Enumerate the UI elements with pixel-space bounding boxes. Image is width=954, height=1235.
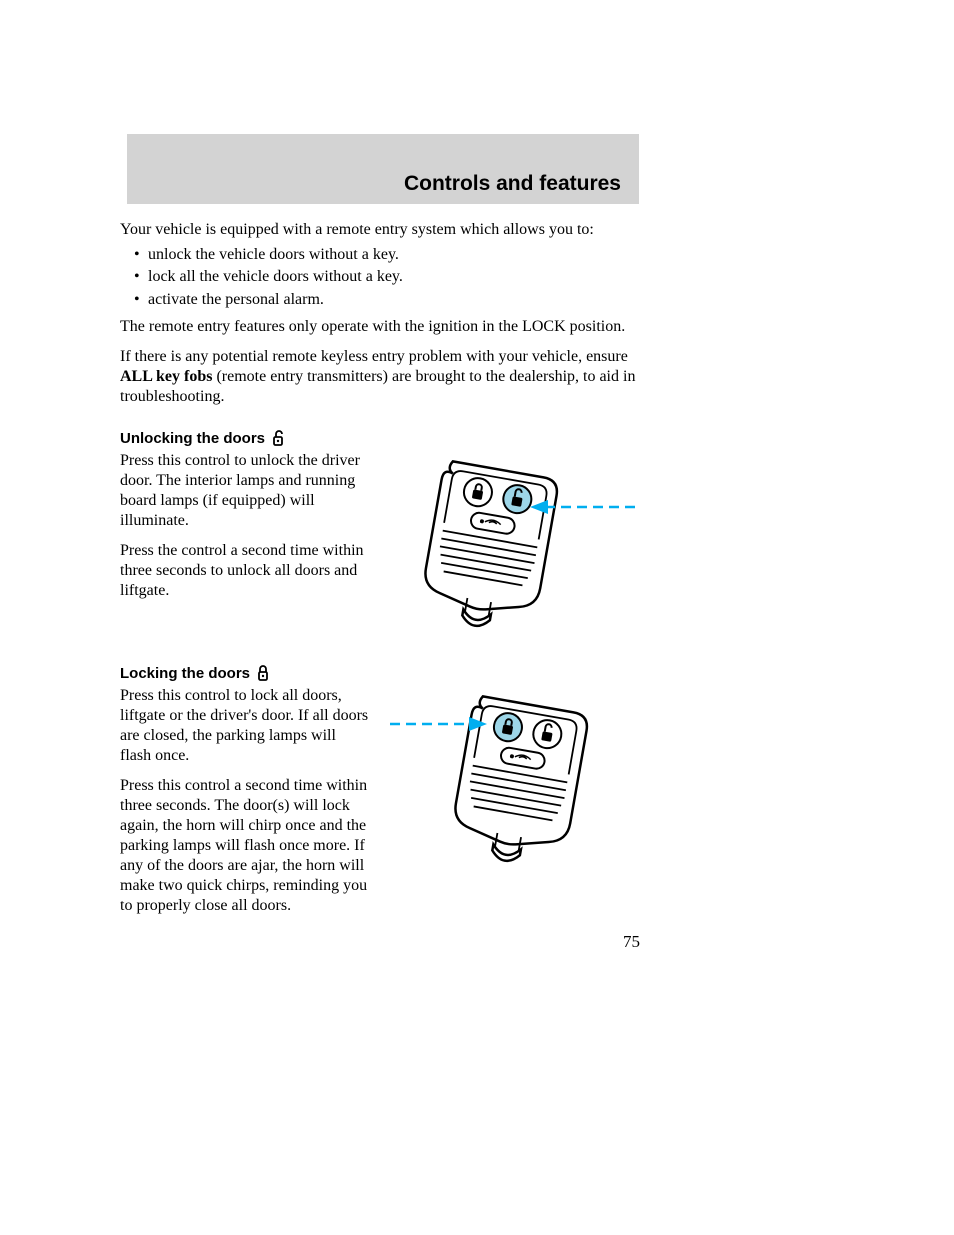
intro-bullets: unlock the vehicle doors without a key. … <box>120 244 640 311</box>
page-content: Your vehicle is equipped with a remote e… <box>120 220 640 920</box>
lock-icon <box>256 664 270 682</box>
lock-heading-text: Locking the doors <box>120 665 250 682</box>
unlock-diagram <box>390 451 640 634</box>
unlock-icon <box>271 429 287 447</box>
keyfob-note: If there is any potential remote keyless… <box>120 347 640 407</box>
ignition-note: The remote entry features only operate w… <box>120 317 640 337</box>
intro-paragraph: Your vehicle is equipped with a remote e… <box>120 220 640 240</box>
bullet-item: unlock the vehicle doors without a key. <box>120 244 640 266</box>
lock-text-column: Press this control to lock all doors, li… <box>120 686 370 920</box>
unlock-p2: Press the control a second time within t… <box>120 541 370 601</box>
bullet-item: lock all the vehicle doors without a key… <box>120 266 640 288</box>
unlock-text-column: Press this control to unlock the driver … <box>120 451 370 605</box>
keyfob-unlock-svg <box>390 459 640 634</box>
lock-diagram <box>390 686 640 869</box>
lock-p1: Press this control to lock all doors, li… <box>120 686 370 766</box>
keyfob-note-bold: ALL key fobs <box>120 368 212 385</box>
bullet-item: activate the personal alarm. <box>120 289 640 311</box>
keyfob-note-a: If there is any potential remote keyless… <box>120 348 628 365</box>
unlock-section: Press this control to unlock the driver … <box>120 451 640 634</box>
chapter-title: Controls and features <box>404 172 621 196</box>
unlock-p1: Press this control to unlock the driver … <box>120 451 370 531</box>
lock-heading: Locking the doors <box>120 664 640 682</box>
unlock-heading-text: Unlocking the doors <box>120 430 265 447</box>
unlock-heading: Unlocking the doors <box>120 429 640 447</box>
chapter-header-bar: Controls and features <box>127 134 639 204</box>
page-number: 75 <box>623 932 640 952</box>
lock-p2: Press this control a second time within … <box>120 776 370 916</box>
lock-section: Press this control to lock all doors, li… <box>120 686 640 920</box>
keyfob-lock-svg <box>390 694 640 869</box>
